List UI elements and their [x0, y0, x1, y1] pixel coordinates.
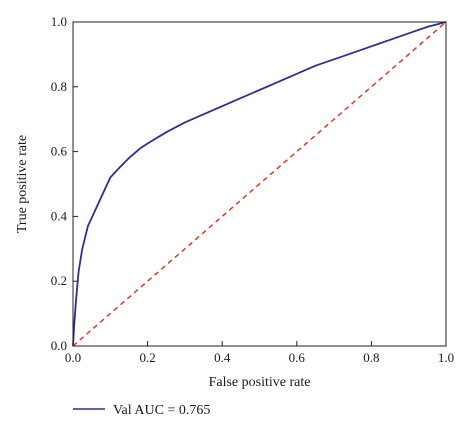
reference-diagonal-line: [72, 21, 447, 347]
x-tick-label: 0.4: [214, 350, 231, 365]
y-axis-label: True positive rate: [15, 135, 30, 233]
x-tick-label: 0.0: [65, 350, 81, 365]
y-tick-label: 0.8: [51, 79, 67, 94]
x-axis-ticks: 0.0 0.2 0.4 0.6 0.8 1.0: [65, 341, 454, 365]
x-tick-label: 0.2: [139, 350, 155, 365]
x-tick-label: 0.6: [289, 350, 306, 365]
x-axis-label: False positive rate: [209, 375, 311, 390]
series-layer: [72, 21, 447, 347]
legend-label: Val AUC = 0.765: [113, 403, 210, 418]
y-tick-label: 0.6: [51, 144, 68, 159]
legend: Val AUC = 0.765: [73, 403, 210, 418]
y-tick-label: 0.2: [51, 273, 67, 288]
y-tick-label: 0.0: [51, 338, 67, 353]
y-tick-label: 0.4: [51, 208, 68, 223]
y-axis-ticks: 0.0 0.2 0.4 0.6 0.8 1.0: [51, 14, 78, 353]
y-tick-label: 1.0: [51, 14, 67, 29]
roc-curve-line: [72, 21, 447, 347]
plot-frame: [72, 21, 447, 347]
x-tick-label: 0.8: [363, 350, 379, 365]
x-tick-label: 1.0: [438, 350, 454, 365]
